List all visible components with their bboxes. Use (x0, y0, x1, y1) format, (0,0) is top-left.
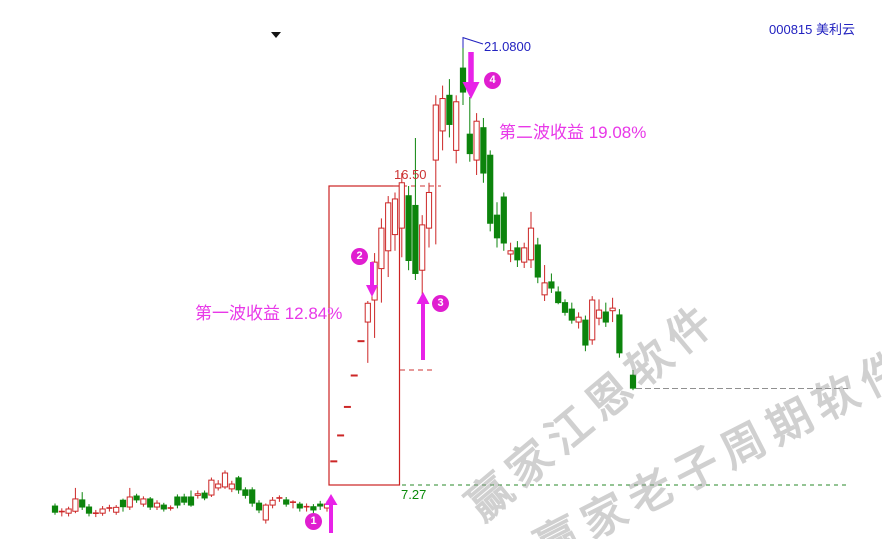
candle (595, 299, 603, 326)
candle (303, 503, 310, 512)
candle (208, 477, 215, 497)
candle (453, 95, 460, 164)
peak-callout-line (462, 36, 484, 48)
up-arrow-1 (324, 494, 338, 533)
candle (412, 138, 419, 280)
candle (79, 492, 86, 510)
candle (582, 315, 589, 352)
candle (106, 504, 113, 512)
candle (629, 370, 637, 391)
down-triangle-marker (271, 32, 281, 38)
candle (290, 500, 296, 509)
candle (609, 297, 616, 323)
candle (500, 192, 507, 251)
candle (405, 186, 412, 271)
candle (446, 79, 453, 138)
candle (378, 218, 385, 303)
wave1-gain-label: 第一波收益 12.84% (195, 304, 343, 323)
candle (561, 299, 569, 316)
candle (466, 96, 473, 162)
candle (167, 505, 174, 511)
candle (541, 265, 548, 302)
candle (514, 241, 521, 267)
candle (602, 302, 609, 327)
candle (425, 182, 433, 248)
stock-title: 000815 美利云 (769, 22, 855, 37)
peak-price-label: 21.0800 (484, 39, 531, 54)
candle (521, 242, 528, 268)
candle (527, 211, 535, 268)
candle (432, 95, 439, 245)
candle (480, 117, 487, 183)
candle (575, 312, 582, 329)
candle (58, 508, 65, 517)
candle (262, 503, 269, 524)
candle (181, 493, 188, 506)
candle (174, 494, 181, 509)
candle (398, 173, 405, 258)
marker-circle-4: 4 (484, 72, 501, 89)
candle (147, 496, 154, 510)
candle (255, 500, 263, 514)
candle (439, 85, 446, 151)
candle (548, 273, 555, 293)
candle (201, 490, 208, 501)
candle (194, 490, 201, 499)
down-arrow-2 (366, 262, 378, 297)
candle (221, 470, 229, 489)
box-bottom-price-label: 7.27 (401, 487, 427, 502)
candle (242, 487, 249, 499)
candle (215, 480, 222, 491)
candle (119, 498, 127, 512)
candle (92, 509, 99, 518)
candle (589, 296, 596, 345)
marker-circle-3: 3 (432, 295, 449, 312)
box-top-price-label: 16.50 (394, 167, 427, 182)
up-arrow-3 (416, 292, 430, 360)
candle (493, 202, 501, 248)
candle (269, 496, 276, 509)
candle (296, 501, 303, 512)
candle (555, 286, 562, 305)
candle (507, 242, 514, 263)
candle (459, 37, 467, 106)
candle (153, 500, 161, 510)
candle (419, 215, 426, 295)
candles-group (51, 37, 637, 524)
candle (65, 506, 72, 517)
candle (72, 487, 79, 514)
candle (140, 496, 147, 507)
candle (99, 506, 106, 516)
marker-circle-2: 2 (351, 248, 368, 265)
candle (276, 495, 283, 502)
candle (310, 504, 317, 514)
down-arrow-4 (462, 52, 480, 99)
candle (385, 196, 392, 278)
candle (51, 503, 59, 515)
candle (616, 309, 623, 358)
marker-circle-1: 1 (305, 513, 322, 530)
candle (473, 113, 480, 175)
candle (160, 502, 167, 512)
candle (568, 302, 575, 324)
wave2-gain-label: 第二波收益 19.08% (499, 123, 647, 142)
candle (228, 480, 235, 493)
candle (85, 504, 93, 517)
candle (113, 505, 120, 515)
candle (126, 487, 133, 510)
candle (487, 150, 494, 232)
candle (249, 487, 256, 507)
candle (317, 500, 324, 510)
candle (534, 237, 541, 284)
candle (391, 192, 399, 251)
candle (235, 475, 242, 494)
breakout-box (328, 185, 401, 486)
candle (133, 493, 140, 503)
candle (187, 490, 195, 507)
candle (283, 496, 290, 507)
candle (364, 301, 371, 363)
